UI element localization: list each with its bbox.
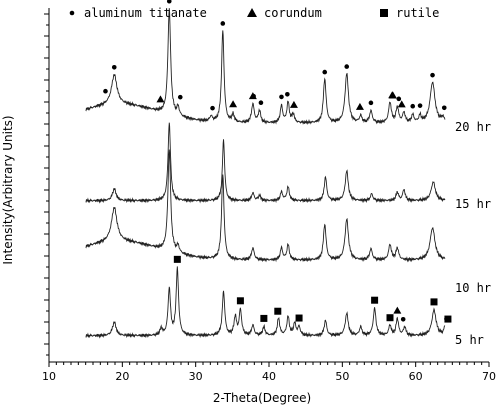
aluminum-titanate-marker — [220, 21, 226, 26]
series-line — [85, 8, 446, 125]
legend-triangle-icon — [247, 8, 257, 17]
aluminum-titanate-marker — [400, 316, 406, 322]
aluminum-titanate-marker — [210, 105, 215, 111]
x-axis-label: 2-Theta(Degree) — [213, 391, 311, 405]
legend-entry-triangle: corundum — [247, 6, 322, 20]
rutile-marker — [173, 255, 181, 263]
series-label: 15 hr — [455, 197, 491, 211]
legend-dot-icon — [69, 10, 75, 16]
aluminum-titanate-marker — [177, 94, 183, 100]
corundum-marker — [388, 91, 397, 99]
plot-frame — [48, 8, 489, 363]
aluminum-titanate-marker — [441, 105, 447, 111]
series-line — [85, 122, 446, 204]
aluminum-titanate-marker — [260, 316, 266, 321]
rutile-marker — [386, 314, 394, 322]
x-tick-label: 20 — [115, 370, 129, 383]
corundum-marker — [229, 100, 238, 108]
rutile-marker — [236, 297, 244, 305]
legend-label: rutile — [396, 6, 439, 20]
corundum-marker — [289, 100, 298, 108]
x-tick-label: 40 — [262, 370, 276, 383]
series-line — [85, 266, 446, 339]
corundum-marker — [397, 100, 406, 108]
rutile-marker — [430, 298, 438, 306]
x-tick-label: 60 — [409, 370, 423, 383]
x-tick-label: 10 — [42, 370, 56, 383]
series-5-hr: 5 hr — [85, 255, 484, 347]
rutile-marker — [274, 307, 282, 315]
corundum-marker — [355, 102, 364, 110]
legend-entry-square: rutile — [380, 6, 439, 20]
aluminum-titanate-marker — [417, 103, 423, 108]
aluminum-titanate-marker — [251, 93, 256, 99]
aluminum-titanate-marker — [166, 0, 172, 4]
series-label: 20 hr — [455, 120, 491, 134]
x-ticks: 10 20 30 40 50 60 70 — [42, 362, 496, 383]
y-ticks — [44, 13, 49, 356]
y-axis-label: Intensity(Arbitrary Units) — [1, 115, 15, 264]
aluminum-titanate-marker — [430, 72, 435, 78]
aluminum-titanate-marker — [344, 64, 350, 69]
series-20-hr: 20 hr — [85, 0, 491, 134]
aluminum-titanate-marker — [103, 88, 108, 94]
x-tick-label: 30 — [189, 370, 203, 383]
series-label: 10 hr — [455, 281, 491, 295]
corundum-marker — [156, 95, 165, 103]
aluminum-titanate-marker — [396, 96, 402, 102]
aluminum-titanate-marker — [368, 100, 374, 106]
aluminum-titanate-marker — [279, 94, 284, 100]
series-label: 5 hr — [455, 333, 484, 347]
aluminum-titanate-marker — [410, 103, 416, 109]
rutile-marker — [371, 296, 379, 304]
x-tick-label: 50 — [335, 370, 349, 383]
legend-label: aluminum titanate — [84, 6, 207, 20]
series-line — [85, 149, 446, 263]
aluminum-titanate-marker — [285, 91, 290, 97]
legend: aluminum titanate corundum rutile — [69, 6, 439, 20]
aluminum-titanate-marker — [111, 64, 117, 70]
series-15-hr: 15 hr — [85, 122, 491, 211]
series-10-hr: 10 hr — [85, 149, 491, 295]
aluminum-titanate-marker — [258, 100, 264, 106]
series-group: 20 hr 15 hr 10 hr 5 hr — [85, 0, 491, 347]
corundum-marker — [393, 306, 402, 314]
rutile-marker — [295, 314, 303, 322]
legend-square-icon — [380, 9, 388, 17]
legend-label: corundum — [264, 6, 322, 20]
x-tick-label: 70 — [482, 370, 496, 383]
aluminum-titanate-marker — [322, 69, 328, 75]
rutile-marker — [444, 315, 452, 323]
legend-entry-dot: aluminum titanate — [69, 6, 207, 20]
